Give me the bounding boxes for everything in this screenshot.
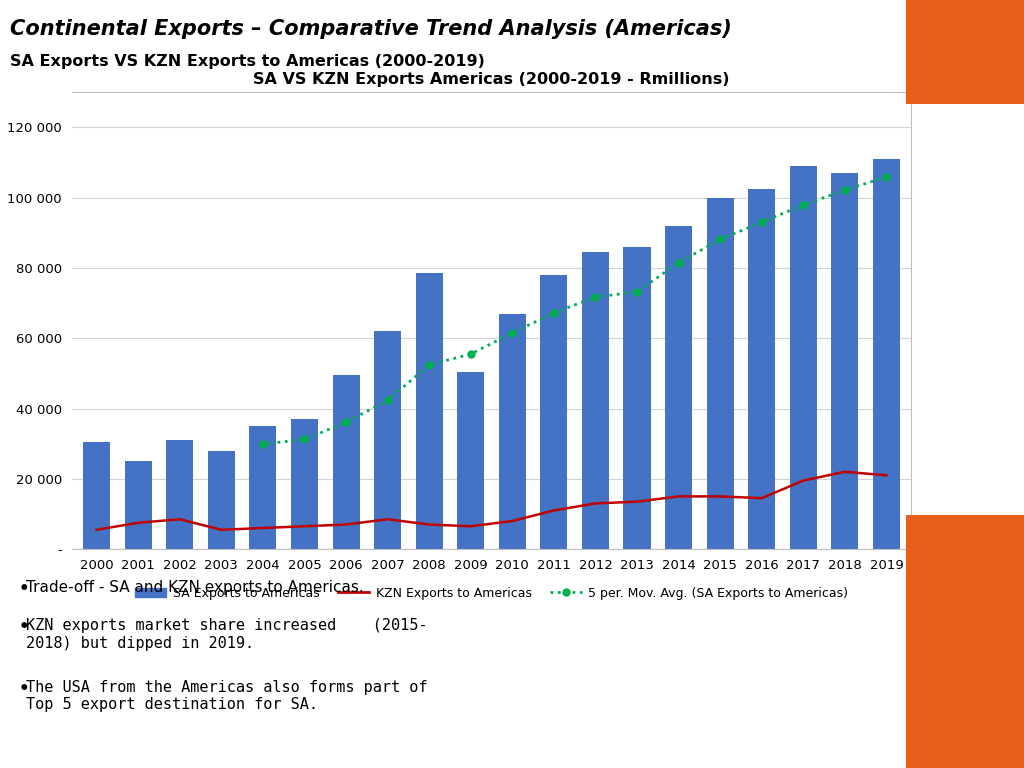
Bar	[499, 313, 525, 549]
Bar	[83, 442, 111, 549]
Bar	[872, 159, 900, 549]
Bar	[665, 226, 692, 549]
Bar	[333, 375, 359, 549]
Bar	[291, 419, 318, 549]
Text: Trade-off - SA and KZN exports to Americas.: Trade-off - SA and KZN exports to Americ…	[26, 580, 364, 595]
Bar	[208, 451, 234, 549]
Bar	[831, 173, 858, 549]
Bar	[582, 252, 609, 549]
Bar	[541, 275, 567, 549]
Text: The USA from the Americas also forms part of
Top 5 export destination for SA.: The USA from the Americas also forms par…	[26, 680, 427, 712]
Bar	[416, 273, 442, 549]
Bar	[125, 462, 152, 549]
Text: KZN exports market share increased    (2015-
2018) but dipped in 2019.: KZN exports market share increased (2015…	[26, 618, 427, 650]
Bar	[166, 440, 194, 549]
Bar	[707, 197, 733, 549]
Bar	[790, 166, 817, 549]
Text: SA Exports VS KZN Exports to Americas (2000-2019): SA Exports VS KZN Exports to Americas (2…	[10, 54, 485, 69]
Title: SA VS KZN Exports Americas (2000-2019 - Rmillions): SA VS KZN Exports Americas (2000-2019 - …	[253, 72, 730, 87]
Text: Continental Exports – Comparative Trend Analysis (Americas): Continental Exports – Comparative Trend …	[10, 19, 732, 39]
Bar	[458, 372, 484, 549]
Bar	[749, 189, 775, 549]
Text: •: •	[18, 580, 29, 598]
Text: •: •	[18, 618, 29, 636]
Bar	[624, 247, 650, 549]
Bar	[374, 331, 401, 549]
Bar	[250, 426, 276, 549]
Legend: SA Exports to Americas, KZN Exports to Americas, 5 per. Mov. Avg. (SA Exports to: SA Exports to Americas, KZN Exports to A…	[130, 581, 853, 604]
Text: •: •	[18, 680, 29, 697]
